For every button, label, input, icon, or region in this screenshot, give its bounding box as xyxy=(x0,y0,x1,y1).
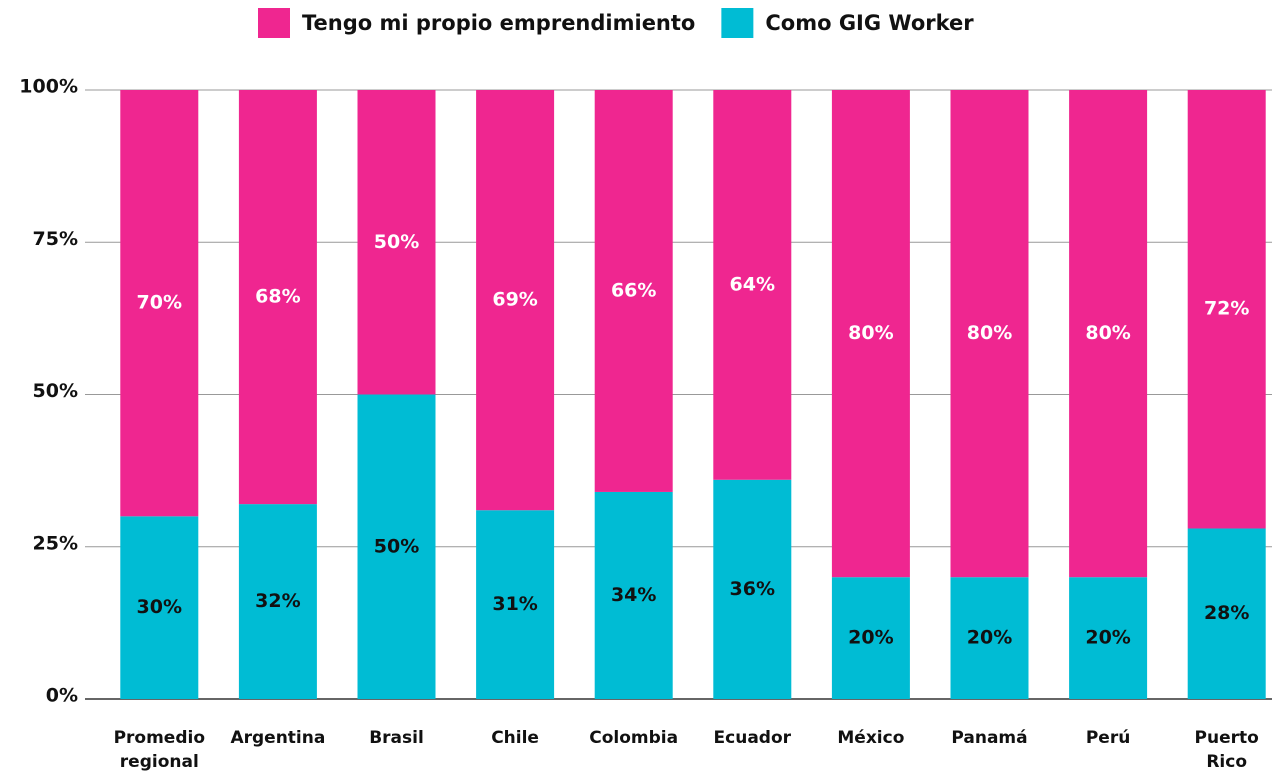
data-label: 80% xyxy=(1085,322,1130,344)
y-tick-label: 25% xyxy=(33,532,78,554)
data-label: 20% xyxy=(1085,627,1130,649)
bar-segment xyxy=(950,577,1029,699)
bar-segment xyxy=(1069,90,1148,578)
bar-segment xyxy=(476,510,555,699)
bar-segment xyxy=(357,90,436,395)
data-label: 34% xyxy=(611,584,656,606)
x-tick-label: Ecuador xyxy=(713,728,792,748)
data-label: 50% xyxy=(374,231,419,253)
x-tick-label: Argentina xyxy=(230,728,326,748)
x-tick-label: Chile xyxy=(491,728,539,748)
x-tick-label: Brasil xyxy=(369,728,424,748)
data-label: 30% xyxy=(137,596,182,618)
x-tick-label: México xyxy=(837,728,905,748)
bar-segment xyxy=(1187,90,1266,529)
data-label: 31% xyxy=(492,593,537,615)
x-tick-label: Colombia xyxy=(589,728,679,748)
bar-segment xyxy=(120,90,199,517)
data-label: 69% xyxy=(492,289,537,311)
bar-segment xyxy=(831,90,910,578)
data-label: 80% xyxy=(848,322,893,344)
bar-segment xyxy=(1069,577,1148,699)
data-label: 72% xyxy=(1204,298,1249,320)
bar-segment xyxy=(1187,528,1266,699)
data-label: 20% xyxy=(848,627,893,649)
bar-segment xyxy=(713,479,792,699)
bar-segment xyxy=(594,491,673,699)
data-label: 80% xyxy=(967,322,1012,344)
bar-segment xyxy=(713,90,792,480)
legend-label: Como GIG Worker xyxy=(765,11,974,35)
data-label: 64% xyxy=(730,273,775,295)
data-label: 28% xyxy=(1204,602,1249,624)
bar-segment xyxy=(120,516,199,699)
data-label: 50% xyxy=(374,535,419,557)
bar-segment xyxy=(594,90,673,492)
bar-segment xyxy=(238,90,317,505)
bar-segment xyxy=(357,394,436,699)
data-label: 66% xyxy=(611,279,656,301)
data-label: 70% xyxy=(137,292,182,314)
x-tick-label: Promedio regional xyxy=(113,728,206,772)
data-label: 36% xyxy=(730,578,775,600)
x-tick-label: Panamá xyxy=(951,728,1028,748)
bar-segment xyxy=(831,577,910,699)
bar-segment xyxy=(476,90,555,511)
x-tick-label: Puerto Rico xyxy=(1194,728,1259,772)
y-tick-label: 75% xyxy=(33,228,78,250)
legend-swatch xyxy=(721,8,754,38)
legend-swatch xyxy=(258,8,290,38)
legend-label: Tengo mi propio emprendimiento xyxy=(302,11,695,35)
bar-segment xyxy=(950,90,1029,578)
y-tick-label: 100% xyxy=(19,76,78,98)
data-label: 20% xyxy=(967,627,1012,649)
bar-segment xyxy=(238,504,317,699)
data-label: 68% xyxy=(255,286,300,308)
y-tick-label: 0% xyxy=(46,685,78,707)
y-tick-label: 50% xyxy=(33,380,78,402)
data-label: 32% xyxy=(255,590,300,612)
x-tick-label: Perú xyxy=(1085,728,1131,748)
